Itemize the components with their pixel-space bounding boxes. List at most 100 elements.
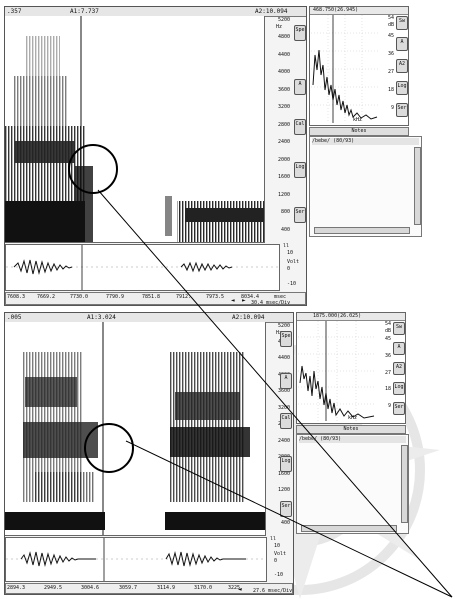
bottom-freq-tick: 4400 bbox=[277, 355, 290, 361]
bottom-notes-header: Notes bbox=[296, 425, 406, 434]
bottom-side-ser-button[interactable]: Ser bbox=[393, 402, 405, 415]
bottom-db-unit: dB bbox=[384, 328, 391, 334]
bottom-notes-text: /bebe/ (80/93) bbox=[299, 436, 406, 443]
bottom-freq-tick: 2400 bbox=[277, 438, 290, 444]
bottom-cursor-a1-readout: A1:3.024 bbox=[87, 314, 116, 321]
bottom-ser-button[interactable]: Ser bbox=[280, 501, 292, 517]
bottom-time-tick: 3170.0 bbox=[194, 585, 213, 591]
bottom-db-tick: 18 bbox=[384, 386, 391, 392]
bottom-amp-unit: Volt bbox=[274, 551, 287, 557]
bottom-amp-corner-label: ll bbox=[270, 536, 277, 542]
top-notes-pane[interactable]: /bebe/ (80/93) bbox=[309, 136, 422, 237]
bottom-time-tick: 3114.9 bbox=[157, 585, 176, 591]
top-time-tick: 7851.8 bbox=[142, 294, 161, 300]
top-amp-unit: Volt bbox=[287, 259, 300, 265]
bottom-db-tick: 54 bbox=[384, 321, 391, 327]
top-db-unit: dB bbox=[387, 22, 394, 28]
top-amp-mid: 0 bbox=[287, 266, 291, 272]
side-a2-button[interactable]: A2 bbox=[396, 59, 408, 73]
bottom-spectrum-panel: 1875.000(26.025) kHz 54 dB 45 36 27 18 9… bbox=[296, 312, 406, 424]
bottom-spectrogram-image bbox=[5, 322, 265, 535]
bottom-notes-hscroll[interactable] bbox=[301, 525, 397, 532]
top-spectrum-title: 468.750(26.945) bbox=[310, 7, 408, 15]
bottom-side-a2-button[interactable]: A2 bbox=[393, 362, 405, 375]
top-notes-scrollbar[interactable] bbox=[414, 147, 421, 225]
top-amp-top: 10 bbox=[287, 250, 294, 256]
right-arrow-icon[interactable]: ► bbox=[242, 297, 246, 304]
bottom-waveform-panel[interactable] bbox=[5, 537, 267, 582]
top-amp-bottom: -10 bbox=[287, 281, 297, 287]
bottom-side-a-button[interactable]: A bbox=[393, 342, 405, 355]
top-time-tick: 7912. bbox=[176, 294, 192, 300]
bottom-freq-tick: 3200 bbox=[277, 405, 290, 411]
bottom-db-axis: 54 dB 45 36 27 18 9 bbox=[377, 321, 391, 417]
log-button[interactable]: Log bbox=[294, 162, 306, 178]
bottom-khz-label: kHz bbox=[348, 415, 357, 421]
top-freq-tick: 400 bbox=[280, 227, 290, 233]
top-notes-hscroll[interactable] bbox=[314, 227, 410, 234]
top-time-tick: 7608.3 bbox=[7, 294, 26, 300]
side-ser-button[interactable]: Ser bbox=[396, 103, 408, 117]
top-freq-tick: 4000 bbox=[277, 69, 290, 75]
bottom-spectrum-plot: kHz bbox=[298, 321, 376, 421]
bottom-notes-pane[interactable]: /bebe/ (80/93) bbox=[296, 434, 409, 534]
bottom-log-button[interactable]: Log bbox=[280, 456, 292, 472]
left-arrow-icon[interactable]: ◄ bbox=[231, 297, 235, 304]
top-freq-tick: 1600 bbox=[277, 174, 290, 180]
ser-button[interactable]: Ser bbox=[294, 207, 306, 223]
a-button[interactable]: A bbox=[294, 79, 306, 95]
top-spectrum-panel: 468.750(26.945) kHz 54 dB 45 36 27 18 9 … bbox=[309, 6, 409, 126]
bottom-sw-button[interactable]: Sw bbox=[393, 322, 405, 335]
bottom-title-left: .005 bbox=[7, 314, 22, 321]
bottom-cal-button[interactable]: Cal bbox=[280, 413, 292, 429]
top-freq-tick: 2000 bbox=[277, 157, 290, 163]
top-time-axis: 7608.3 7669.2 7730.0 7790.9 7851.8 7912.… bbox=[5, 292, 306, 306]
bottom-left-arrow-icon[interactable]: ◄ bbox=[238, 586, 242, 593]
bottom-freq-tick: 400 bbox=[280, 520, 290, 526]
top-notes-text: /bebe/ (80/93) bbox=[312, 138, 419, 145]
bottom-waveform-image bbox=[6, 538, 266, 581]
bottom-db-tick: 45 bbox=[384, 336, 391, 342]
bottom-spectrogram-window: .005 A1:3.024 A2:10.094 bbox=[4, 312, 294, 595]
bottom-time-tick: 2894.3 bbox=[7, 585, 26, 591]
sw-button[interactable]: Sw bbox=[396, 16, 408, 30]
bottom-time-axis: 2894.3 2949.5 3004.6 3059.7 3114.9 3170.… bbox=[5, 583, 293, 594]
top-cursor-a2-readout: A2:10.094 bbox=[255, 8, 288, 15]
bottom-time-scale: 27.6 msec/Div bbox=[253, 588, 293, 594]
top-freq-tick: 2400 bbox=[277, 139, 290, 145]
bottom-spectrogram-canvas[interactable] bbox=[5, 322, 266, 536]
bottom-a-button[interactable]: A bbox=[280, 373, 292, 389]
bottom-spe-button[interactable]: Spe bbox=[280, 331, 292, 347]
bottom-notes-scrollbar[interactable] bbox=[401, 445, 408, 523]
top-db-tick: 9 bbox=[390, 105, 394, 111]
top-freq-tick: 4800 bbox=[277, 34, 290, 40]
bottom-amp-top: 10 bbox=[274, 543, 281, 549]
top-db-tick: 54 bbox=[387, 15, 394, 21]
bottom-cursor-a2-readout: A2:10.094 bbox=[232, 314, 265, 321]
top-time-tick: 7790.9 bbox=[106, 294, 125, 300]
top-time-tick: 7669.2 bbox=[37, 294, 56, 300]
top-freq-tick: 5200 bbox=[277, 17, 290, 23]
top-notes-header: Notes bbox=[309, 127, 409, 136]
top-db-axis: 54 dB 45 36 27 18 9 bbox=[380, 15, 394, 115]
top-freq-tick: 4400 bbox=[277, 52, 290, 58]
top-db-tick: 18 bbox=[387, 87, 394, 93]
side-log-button[interactable]: Log bbox=[396, 81, 408, 95]
top-freq-tick: 1200 bbox=[277, 192, 290, 198]
bottom-db-tick: 27 bbox=[384, 370, 391, 376]
top-freq-tick: 3600 bbox=[277, 87, 290, 93]
bottom-freq-tick: 5200 bbox=[277, 323, 290, 329]
top-db-tick: 45 bbox=[387, 33, 394, 39]
cal-button[interactable]: Cal bbox=[294, 119, 306, 135]
spe-button[interactable]: Spe bbox=[294, 25, 306, 41]
bottom-side-log-button[interactable]: Log bbox=[393, 382, 405, 395]
side-a-button[interactable]: A bbox=[396, 37, 408, 51]
bottom-time-tick: 3004.6 bbox=[81, 585, 100, 591]
bottom-db-tick: 36 bbox=[384, 353, 391, 359]
top-spectrogram-canvas[interactable] bbox=[5, 16, 265, 243]
top-amp-corner-label: ll bbox=[283, 243, 290, 249]
top-title-left: .357 bbox=[7, 8, 22, 15]
bottom-amp-bottom: -10 bbox=[274, 572, 284, 578]
top-waveform-panel[interactable] bbox=[5, 244, 280, 291]
top-freq-tick: 800 bbox=[280, 209, 290, 215]
